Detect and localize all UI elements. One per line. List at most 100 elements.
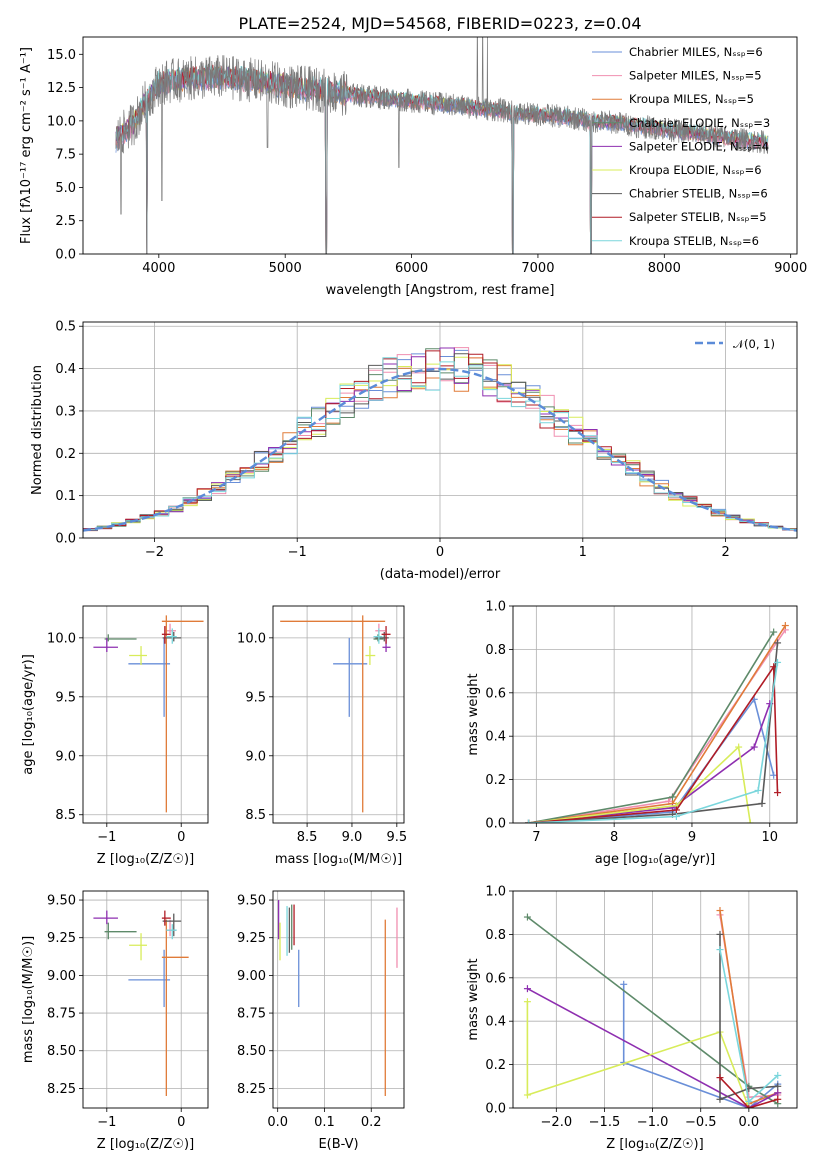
plot-area	[115, 37, 769, 254]
axes-age-vs-mass: 8.5 9.0 9.5 8.5 9.0 9.5 10.0 mass [log₁₀(M/M☉)]	[237, 605, 407, 867]
y-tick-label: 0.1	[55, 489, 76, 504]
mass-weight-series	[527, 987, 779, 1108]
y-tick-label: 9.5	[55, 690, 76, 705]
legend-entry: Salpeter ELODIE, Nₛₛₚ=4	[629, 139, 769, 153]
grid	[273, 606, 404, 823]
observed-spectrum-line	[115, 37, 769, 254]
y-tick-label: 0.3	[55, 404, 76, 419]
y-tick-label: 10.0	[47, 631, 76, 646]
plot-area	[93, 910, 189, 1096]
axes-mass-vs-EBV: 0.0 0.1 0.2 8.25 8.50 8.75 9.00 9.25 9.50 E(B-V)	[237, 890, 405, 1152]
x-axis-label: Z [log₁₀(Z/Z☉)]	[606, 1137, 703, 1152]
axes-frame	[82, 36, 798, 255]
mass-weight-series	[528, 642, 779, 823]
x-tick-label: 1	[579, 545, 587, 560]
y-tick-label: 0.2	[485, 773, 506, 788]
y-tick-label: 9.50	[237, 894, 266, 909]
y-tick-label: 12.5	[47, 81, 76, 96]
mass-weight-series	[526, 1001, 750, 1108]
legend-entry: Chabrier STELIB, Nₛₛₚ=6	[629, 187, 768, 201]
y-tick-label: 8.75	[237, 1007, 266, 1022]
y-tick-label: 8.5	[55, 808, 76, 823]
y-tick-label: 15.0	[47, 48, 76, 63]
grid	[513, 605, 797, 824]
y-tick-label: 0.4	[485, 730, 506, 745]
y-axis-label: mass [log₁₀(M/M☉)]	[21, 936, 36, 1063]
x-tick-label: 8.5	[297, 830, 318, 845]
grid	[83, 606, 208, 823]
x-tick-label: 10	[761, 830, 778, 845]
mass-weight-series	[528, 664, 779, 823]
x-tick-label: −2.0	[541, 1115, 573, 1130]
y-axis-label: age [log₁₀(age/yr)]	[21, 654, 36, 775]
x-tick-label: 7000	[521, 261, 554, 276]
x-tick-label: 0.0	[739, 1115, 760, 1130]
axes-residuals: −2 −1 0 1 2 0.0 0.1 0.2 0.3 0.4 0.5 (data-model)/er…	[30, 320, 798, 582]
y-tick-label: 0.4	[55, 362, 76, 377]
axes-spectrum: 4000 5000 6000 7000 8000 9000 0.0 2.5 5.0 7.5 10.0…	[19, 14, 807, 298]
x-tick-label: 8000	[648, 261, 681, 276]
legend: 𝒩(0, 1)	[695, 337, 775, 351]
legend-entry: Kroupa MILES, Nₛₛₚ=5	[629, 92, 754, 106]
x-tick-label: 8	[610, 830, 618, 845]
axes-frame	[512, 605, 798, 824]
y-tick-label: 0.0	[55, 248, 76, 263]
legend: Chabrier MILES, Nₛₛₚ=6 Salpeter MILES, Nₛ…	[592, 45, 770, 248]
plot-area	[525, 622, 789, 823]
x-tick-label: 2	[721, 545, 729, 560]
legend-entry: Chabrier ELODIE, Nₛₛₚ=3	[629, 116, 770, 130]
y-axis-label: mass weight	[466, 958, 481, 1040]
mass-weight-series	[528, 745, 752, 823]
y-tick-label: 0.2	[55, 447, 76, 462]
axes-frame	[82, 605, 209, 824]
x-tick-label: −1	[97, 830, 116, 845]
axes-mass-vs-Z: −1 0 8.25 8.50 8.75 9.00 9.25 9.50 Z [log₁₀(Z/Z☉…	[21, 890, 209, 1152]
axes-frame	[82, 321, 798, 539]
x-tick-label: −1	[97, 1115, 116, 1130]
x-tick-label: 7	[532, 830, 540, 845]
y-tick-label: 9.0	[245, 749, 266, 764]
y-tick-label: 8.25	[47, 1082, 76, 1097]
axes-frame	[272, 605, 405, 824]
axes-massweight-vs-Z: −2.0 −1.5 −1.0 −0.5 0.0 0.0 0.2 0.4 0.6 0.8 1.0 Z […	[466, 885, 798, 1152]
y-tick-label: 1.0	[485, 885, 506, 900]
plot-area	[93, 615, 204, 813]
y-tick-label: 1.0	[485, 600, 506, 615]
x-axis-label: Z [log₁₀(Z/Z☉)]	[97, 852, 194, 867]
plot-area	[523, 907, 782, 1108]
x-tick-label: 0	[177, 1115, 185, 1130]
plot-area	[83, 347, 797, 538]
x-axis-label: Z [log₁₀(Z/Z☉)]	[97, 1137, 194, 1152]
y-tick-label: 0.0	[485, 817, 506, 832]
x-tick-label: 9000	[774, 261, 807, 276]
legend-entry: Kroupa STELIB, Nₛₛₚ=6	[629, 234, 759, 248]
chart-title: PLATE=2524, MJD=54568, FIBERID=0223, z=0…	[238, 14, 641, 33]
grid	[83, 891, 208, 1108]
legend-entry: Chabrier MILES, Nₛₛₚ=6	[629, 45, 763, 59]
axes-age-vs-Z: −1 0 8.5 9.0 9.5 10.0 Z [log₁₀(Z/Z☉)] age [log₁…	[21, 605, 209, 867]
x-axis-label: E(B-V)	[318, 1137, 358, 1152]
x-axis-label: wavelength [Angstrom, rest frame]	[326, 283, 555, 298]
grid	[273, 891, 404, 1108]
legend-entry: 𝒩(0, 1)	[733, 337, 775, 351]
y-tick-label: 10.0	[47, 114, 76, 129]
y-tick-label: 2.5	[55, 214, 76, 229]
y-tick-label: 9.0	[55, 749, 76, 764]
legend-entry: Salpeter MILES, Nₛₛₚ=5	[629, 69, 762, 83]
gaussian-reference-curve	[83, 367, 797, 532]
legend-entry: Salpeter STELIB, Nₛₛₚ=5	[629, 210, 767, 224]
y-axis-label: mass weight	[466, 673, 481, 755]
x-tick-label: −0.5	[685, 1115, 717, 1130]
x-tick-label: 9	[688, 830, 696, 845]
y-tick-label: 9.50	[47, 894, 76, 909]
x-axis-label: mass [log₁₀(M/M☉)]	[275, 852, 402, 867]
x-tick-label: 9.0	[342, 830, 363, 845]
y-tick-label: 8.25	[237, 1082, 266, 1097]
y-tick-label: 8.50	[237, 1044, 266, 1059]
y-tick-label: 9.25	[237, 931, 266, 946]
x-tick-label: −1.0	[637, 1115, 669, 1130]
mass-weight-series	[528, 703, 771, 823]
y-tick-label: 0.2	[485, 1058, 506, 1073]
y-tick-label: 8.75	[47, 1007, 76, 1022]
y-tick-label: 7.5	[55, 148, 76, 163]
